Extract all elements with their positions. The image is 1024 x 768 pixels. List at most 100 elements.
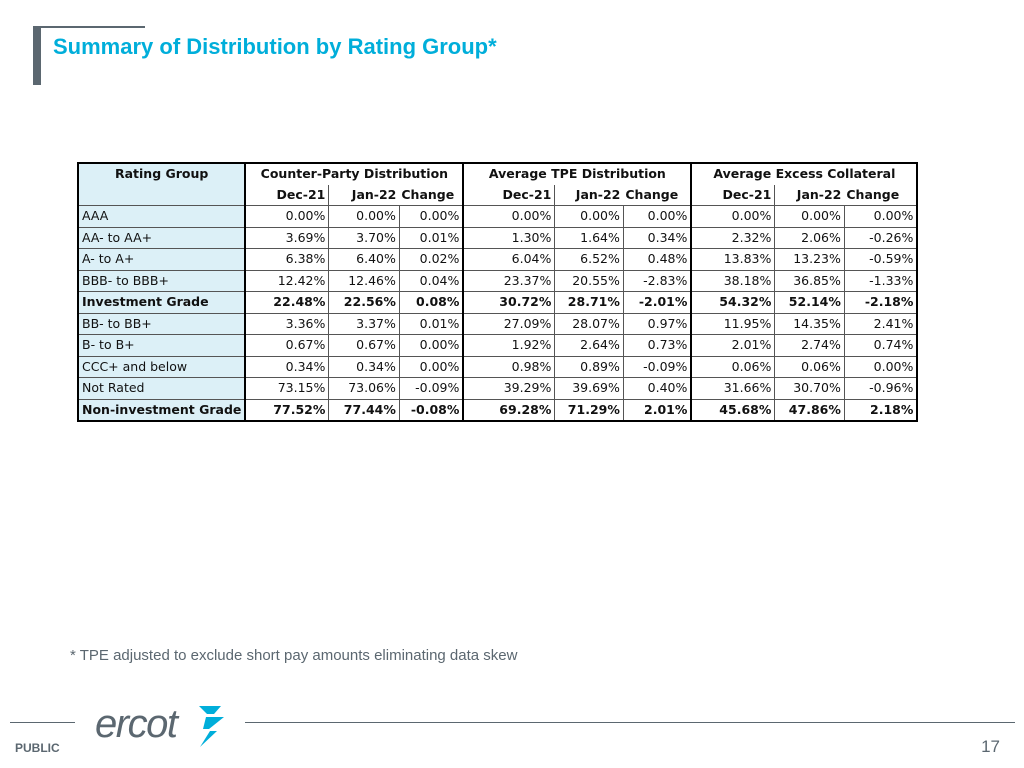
table-row-subtotal: Investment Grade 22.48% 22.56% 0.08% 30.… bbox=[76, 291, 919, 313]
excess-collateral-header: Average Excess Collateral bbox=[691, 162, 919, 185]
counter-party-header: Counter-Party Distribution bbox=[245, 162, 465, 185]
col-dec21: Dec-21 bbox=[463, 184, 556, 206]
cell: 73.06% bbox=[328, 377, 400, 399]
row-label: A- to A+ bbox=[76, 248, 247, 270]
col-dec21: Dec-21 bbox=[691, 184, 776, 206]
cell: 52.14% bbox=[774, 291, 845, 313]
col-dec21: Dec-21 bbox=[245, 184, 330, 206]
cell: 23.37% bbox=[463, 269, 556, 292]
cell: 39.69% bbox=[554, 377, 624, 399]
cell: 22.56% bbox=[328, 291, 400, 313]
page-number: 17 bbox=[981, 737, 1000, 756]
cell: 14.35% bbox=[774, 312, 845, 335]
cell: 77.52% bbox=[245, 398, 330, 422]
cell: 22.48% bbox=[245, 291, 330, 313]
cell: -2.18% bbox=[844, 291, 919, 313]
row-label: BB- to BB+ bbox=[76, 312, 247, 335]
cell: 0.08% bbox=[399, 291, 465, 313]
cell: 0.34% bbox=[328, 355, 400, 378]
cell: 0.00% bbox=[554, 205, 624, 227]
cell: 54.32% bbox=[691, 291, 776, 313]
cell: 2.32% bbox=[691, 226, 776, 249]
cell: 30.70% bbox=[774, 377, 845, 399]
cell: 71.29% bbox=[554, 398, 624, 422]
cell: 0.02% bbox=[399, 248, 465, 270]
cell: 0.06% bbox=[691, 355, 776, 378]
cell: 0.00% bbox=[691, 205, 776, 227]
cell: 28.71% bbox=[554, 291, 624, 313]
cell: 69.28% bbox=[463, 398, 556, 422]
footer-divider-right bbox=[245, 722, 1015, 723]
title-accent-line bbox=[41, 26, 145, 28]
table-row: A- to A+ 6.38% 6.40% 0.02% 6.04% 6.52% 0… bbox=[76, 248, 919, 270]
cell: 12.42% bbox=[245, 269, 330, 292]
cell: 0.40% bbox=[623, 377, 693, 399]
cell: -0.09% bbox=[623, 355, 693, 378]
cell: 6.38% bbox=[245, 248, 330, 270]
cell: 1.92% bbox=[463, 334, 556, 356]
table-row-subtotal: Non-investment Grade 77.52% 77.44% -0.08… bbox=[76, 398, 919, 422]
cell: 11.95% bbox=[691, 312, 776, 335]
row-label: AA- to AA+ bbox=[76, 226, 247, 249]
col-change: Change bbox=[623, 184, 693, 206]
footer-divider-left bbox=[10, 722, 75, 723]
classification-label: PUBLIC bbox=[15, 741, 60, 755]
row-label: CCC+ and below bbox=[76, 355, 247, 378]
cell: -0.08% bbox=[399, 398, 465, 422]
cell: 0.34% bbox=[623, 226, 693, 249]
cell: 38.18% bbox=[691, 269, 776, 292]
cell: 0.00% bbox=[245, 205, 330, 227]
footnote: * TPE adjusted to exclude short pay amou… bbox=[70, 647, 518, 664]
cell: 31.66% bbox=[691, 377, 776, 399]
row-label: B- to B+ bbox=[76, 334, 247, 356]
table-row: B- to B+ 0.67% 0.67% 0.00% 1.92% 2.64% 0… bbox=[76, 334, 919, 356]
table-subheader-row: Dec-21 Jan-22 Change Dec-21 Jan-22 Chang… bbox=[76, 184, 919, 206]
cell: -0.26% bbox=[844, 226, 919, 249]
cell: 0.00% bbox=[399, 334, 465, 356]
cell: 0.06% bbox=[774, 355, 845, 378]
cell: 12.46% bbox=[328, 269, 400, 292]
table-row: Not Rated 73.15% 73.06% -0.09% 39.29% 39… bbox=[76, 377, 919, 399]
cell: 0.00% bbox=[774, 205, 845, 227]
cell: 0.98% bbox=[463, 355, 556, 378]
table-group-header-row: Rating Group Counter-Party Distribution … bbox=[76, 162, 919, 185]
cell: 3.37% bbox=[328, 312, 400, 335]
cell: 2.01% bbox=[623, 398, 693, 422]
cell: 13.23% bbox=[774, 248, 845, 270]
rating-group-subheader bbox=[76, 184, 247, 206]
row-label: BBB- to BBB+ bbox=[76, 269, 247, 292]
cell: 2.18% bbox=[844, 398, 919, 422]
row-label: AAA bbox=[76, 205, 247, 227]
tpe-distribution-header: Average TPE Distribution bbox=[463, 162, 693, 185]
cell: 3.36% bbox=[245, 312, 330, 335]
cell: 73.15% bbox=[245, 377, 330, 399]
cell: 1.30% bbox=[463, 226, 556, 249]
cell: 2.06% bbox=[774, 226, 845, 249]
cell: 0.74% bbox=[844, 334, 919, 356]
cell: 0.01% bbox=[399, 312, 465, 335]
col-change: Change bbox=[844, 184, 919, 206]
cell: 6.52% bbox=[554, 248, 624, 270]
cell: -0.59% bbox=[844, 248, 919, 270]
table-row: BB- to BB+ 3.36% 3.37% 0.01% 27.09% 28.0… bbox=[76, 312, 919, 335]
cell: 28.07% bbox=[554, 312, 624, 335]
cell: -2.01% bbox=[623, 291, 693, 313]
cell: 2.01% bbox=[691, 334, 776, 356]
cell: -0.96% bbox=[844, 377, 919, 399]
cell: 0.89% bbox=[554, 355, 624, 378]
cell: 6.04% bbox=[463, 248, 556, 270]
col-jan22: Jan-22 bbox=[351, 186, 397, 202]
table-row: AAA 0.00% 0.00% 0.00% 0.00% 0.00% 0.00% … bbox=[76, 205, 919, 227]
cell: 0.48% bbox=[623, 248, 693, 270]
cell: 0.67% bbox=[245, 334, 330, 356]
cell: 3.70% bbox=[328, 226, 400, 249]
cell: 3.69% bbox=[245, 226, 330, 249]
cell: 0.73% bbox=[623, 334, 693, 356]
cell: 0.00% bbox=[844, 355, 919, 378]
col-jan22: Jan-22 bbox=[575, 186, 621, 202]
table-row: AA- to AA+ 3.69% 3.70% 0.01% 1.30% 1.64%… bbox=[76, 226, 919, 249]
cell: 6.40% bbox=[328, 248, 400, 270]
cell: 0.00% bbox=[623, 205, 693, 227]
cell: 0.00% bbox=[399, 205, 465, 227]
cell: 77.44% bbox=[328, 398, 400, 422]
